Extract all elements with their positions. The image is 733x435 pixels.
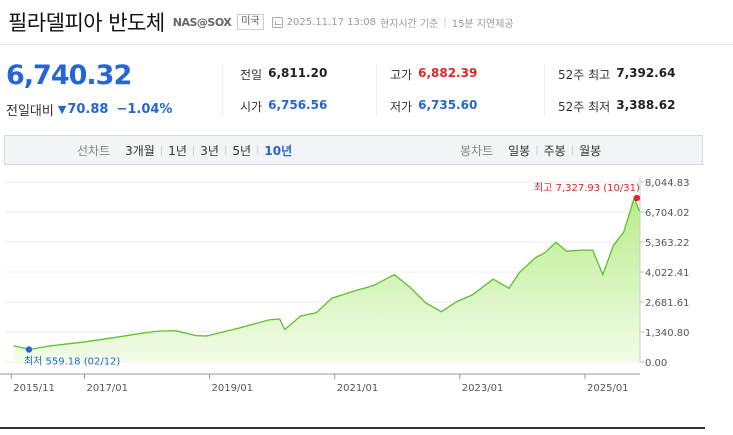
change-label: 전일대비	[6, 104, 54, 119]
chart-plot	[13, 196, 641, 362]
tab-separator: |	[191, 144, 196, 156]
max-point-marker	[633, 194, 641, 202]
tab-separator: |	[535, 144, 539, 156]
x-tick-label: 2021/01	[337, 383, 379, 394]
y-tick-label: 2,681.61	[645, 298, 690, 309]
title-row: 필라델피아 반도체 NAS@SOX 미국 2025.11.17 13:08 현지…	[8, 6, 514, 38]
time-basis: 현지시간 기준	[379, 18, 439, 30]
tab-separator: |	[256, 144, 260, 156]
stat-value: 7,392.64	[616, 66, 676, 80]
timestamp: 2025.11.17 13:08	[286, 16, 376, 28]
tab-5-years[interactable]: 5년	[232, 143, 252, 158]
bottom-divider	[0, 427, 705, 429]
candle-chart-title: 봉차트	[460, 143, 494, 158]
market-badge: 미국	[237, 14, 264, 30]
stat-value: 6,756.56	[268, 98, 328, 112]
chart-period-tabbar: 선차트 3개월 | 1년 | 3년 | 5년 | 10년 봉차트 일봉 | 주봉…	[4, 135, 703, 165]
stat-high: 고가 6,882.39	[390, 66, 477, 83]
stat-label: 전일	[240, 68, 263, 82]
y-axis: 8,044.83 6,704.02 5,363.22 4,022.41 2,681.61…	[639, 178, 690, 369]
stat-value: 3,388.62	[616, 98, 676, 112]
stat-label: 52주 최저	[558, 100, 611, 114]
line-chart-title: 선차트	[77, 143, 111, 158]
x-tick-label: 2023/01	[462, 383, 504, 394]
tab-10-years[interactable]: 10년	[264, 143, 293, 158]
header-divider-line	[0, 44, 733, 45]
down-triangle-icon: ▼	[57, 103, 67, 116]
stat-prev-close: 전일 6,811.20	[240, 66, 327, 83]
tab-3-years[interactable]: 3년	[200, 143, 219, 158]
y-tick-label: 8,044.83	[645, 178, 690, 189]
tab-weekly[interactable]: 주봉	[543, 143, 566, 158]
stats-panel: 전일 6,811.20 고가 6,882.39 52주 최고 7,392.64 …	[0, 66, 733, 116]
stat-value: 6,882.39	[418, 66, 478, 80]
tab-daily[interactable]: 일봉	[508, 143, 531, 158]
stats-separator	[544, 64, 545, 116]
min-point-marker	[25, 346, 33, 353]
stat-label: 시가	[240, 100, 263, 114]
delay-note: 15분 지연제공	[451, 18, 514, 30]
ticker-symbol: NAS@SOX	[172, 15, 232, 29]
tab-separator: |	[223, 144, 228, 156]
stat-label: 저가	[390, 100, 413, 114]
x-tick-label: 2025/01	[587, 383, 629, 394]
x-tick-label: 2017/01	[86, 383, 128, 394]
tab-monthly[interactable]: 월봉	[579, 143, 602, 158]
area-fill	[13, 198, 640, 362]
change-percent: −1.04%	[116, 102, 173, 117]
chart-annotations: 최고 7,327.93 (10/31) 최저 559.18 (02/12)	[24, 182, 641, 367]
line-chart-tabs: 선차트 3개월 | 1년 | 3년 | 5년 | 10년	[77, 136, 297, 164]
stats-separator	[222, 64, 223, 116]
change-row: 전일대비 ▼ 70.88 −1.04%	[6, 100, 172, 119]
price-line	[13, 196, 641, 351]
price-area-chart: 8,044.83 6,704.02 5,363.22 4,022.41 2,681.61…	[0, 178, 690, 394]
change-value: 70.88	[67, 102, 109, 117]
stat-value: 6,811.20	[268, 66, 328, 80]
current-price: 6,740.32	[6, 60, 132, 91]
x-tick-label: 2015/11	[13, 383, 55, 394]
stat-label: 고가	[390, 68, 413, 82]
x-axis: 2015/11 2017/01 2019/01 2021/01 2023/01 2025/…	[0, 373, 640, 394]
clock-icon	[271, 16, 283, 28]
stat-open: 시가 6,756.56	[240, 98, 327, 115]
stat-value: 6,735.60	[418, 98, 478, 112]
candle-chart-tabs: 봉차트 일봉 | 주봉 | 월봉	[460, 136, 606, 164]
tab-separator: |	[570, 144, 575, 156]
tab-separator: |	[159, 144, 164, 156]
stat-low: 저가 6,735.60	[390, 98, 477, 115]
x-tick-label: 2019/01	[212, 383, 254, 394]
stat-label: 52주 최고	[558, 68, 611, 82]
tab-1-year[interactable]: 1년	[168, 143, 187, 158]
page-title: 필라델피아 반도체	[8, 11, 165, 35]
stat-52w-high: 52주 최고 7,392.64	[558, 66, 675, 83]
header-divider: |	[443, 16, 447, 28]
max-annotation: 최고 7,327.93 (10/31)	[534, 182, 640, 194]
y-tick-label: 5,363.22	[645, 238, 690, 249]
min-annotation: 최저 559.18 (02/12)	[24, 355, 120, 367]
y-tick-label: 6,704.02	[645, 208, 690, 219]
y-tick-label: 0.00	[645, 358, 667, 369]
y-tick-label: 1,340.80	[645, 328, 690, 339]
y-tick-label: 4,022.41	[645, 268, 690, 279]
tab-3-months[interactable]: 3개월	[125, 143, 155, 158]
stats-separator	[376, 64, 377, 116]
stat-52w-low: 52주 최저 3,388.62	[558, 98, 675, 115]
